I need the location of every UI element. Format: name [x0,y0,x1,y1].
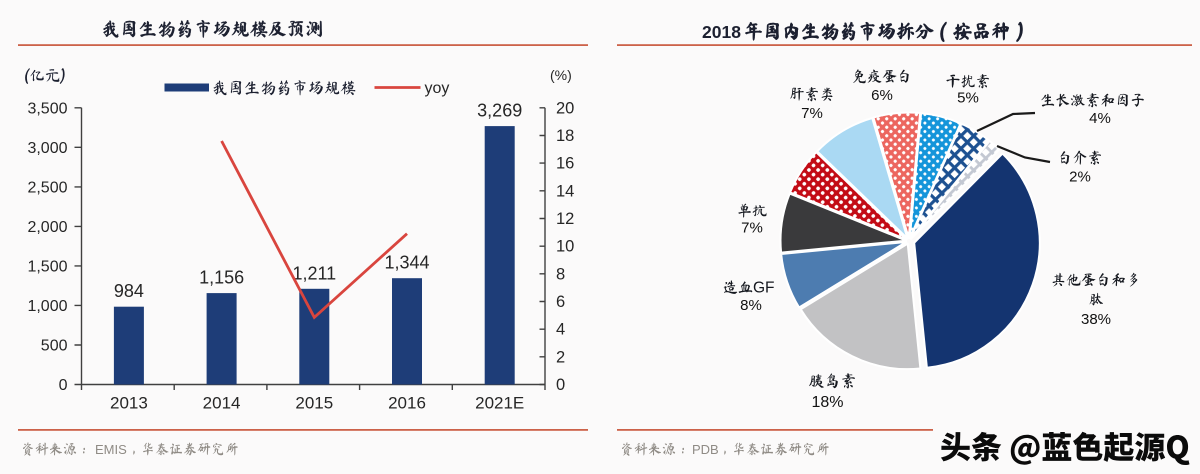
svg-text:3,500: 3,500 [27,100,67,117]
svg-text:500: 500 [41,338,68,355]
svg-text:2014: 2014 [203,394,241,413]
svg-text:18: 18 [556,127,574,145]
svg-text:EMIS: EMIS [95,442,127,457]
svg-text:18%: 18% [811,394,843,411]
svg-text:16: 16 [556,155,574,173]
svg-text:12: 12 [556,210,574,228]
svg-text:2021E: 2021E [475,394,524,413]
svg-text:7%: 7% [801,105,823,122]
svg-text:1,344: 1,344 [384,253,429,273]
svg-text:yoy: yoy [425,80,450,97]
svg-text:4: 4 [556,321,565,339]
svg-text:2016: 2016 [388,394,426,413]
svg-text:8%: 8% [740,297,762,314]
svg-text:1,500: 1,500 [27,258,67,275]
svg-text:3,269: 3,269 [477,101,522,121]
svg-text:3,000: 3,000 [27,140,67,157]
svg-text:4%: 4% [1089,110,1111,127]
svg-text:GF: GF [753,280,775,297]
svg-text:20: 20 [556,99,574,117]
svg-text:2: 2 [556,348,565,366]
svg-text:38%: 38% [1081,311,1111,328]
svg-text:6%: 6% [871,87,893,104]
svg-text:1,000: 1,000 [27,298,67,315]
svg-text:8: 8 [556,265,565,283]
svg-text:1,156: 1,156 [199,268,244,288]
svg-text:2015: 2015 [295,394,333,413]
svg-text:6: 6 [556,293,565,311]
svg-text:14: 14 [556,182,574,200]
svg-text:2,000: 2,000 [27,219,67,236]
svg-text:2%: 2% [1069,169,1091,186]
svg-text:2013: 2013 [110,394,148,413]
svg-text:984: 984 [114,281,144,301]
svg-text:0: 0 [59,377,68,394]
svg-text:7%: 7% [741,220,763,237]
svg-text:1,211: 1,211 [292,263,336,283]
svg-text:0: 0 [556,376,565,394]
svg-text:10: 10 [556,238,574,256]
svg-text:5%: 5% [957,90,979,107]
svg-text:2018: 2018 [702,22,741,42]
svg-text:PDB: PDB [692,442,719,457]
svg-text:2,500: 2,500 [27,179,67,196]
svg-text:(%): (%) [550,67,572,83]
